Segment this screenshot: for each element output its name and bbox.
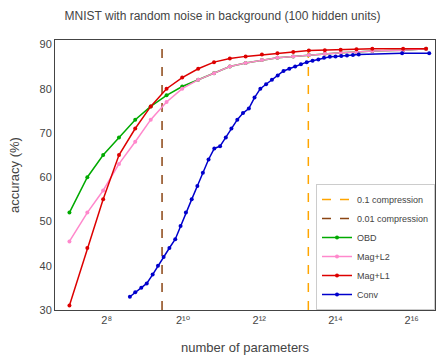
svg-text:30: 30	[40, 304, 52, 316]
svg-text:Mag+L1: Mag+L1	[357, 271, 390, 281]
svg-text:2¹⁰: 2¹⁰	[176, 314, 191, 326]
svg-text:number of parameters: number of parameters	[181, 340, 309, 355]
svg-text:2¹²: 2¹²	[253, 314, 267, 326]
svg-text:50: 50	[40, 215, 52, 227]
svg-text:2¹⁶: 2¹⁶	[405, 314, 419, 326]
svg-text:90: 90	[40, 38, 52, 50]
svg-text:2¹⁴: 2¹⁴	[328, 314, 343, 326]
svg-text:0.1 compression: 0.1 compression	[357, 195, 423, 205]
svg-text:accuracy (%): accuracy (%)	[7, 137, 22, 213]
svg-text:80: 80	[40, 83, 52, 95]
svg-text:0.01 compression: 0.01 compression	[357, 214, 428, 224]
svg-text:Mag+L2: Mag+L2	[357, 252, 390, 262]
svg-text:70: 70	[40, 127, 52, 139]
svg-text:Conv: Conv	[357, 290, 379, 300]
svg-text:40: 40	[40, 260, 52, 272]
svg-text:MNIST with random noise in bac: MNIST with random noise in background (1…	[65, 9, 381, 23]
svg-text:60: 60	[40, 171, 52, 183]
svg-text:2⁸: 2⁸	[101, 314, 112, 326]
svg-text:OBD: OBD	[357, 233, 377, 243]
